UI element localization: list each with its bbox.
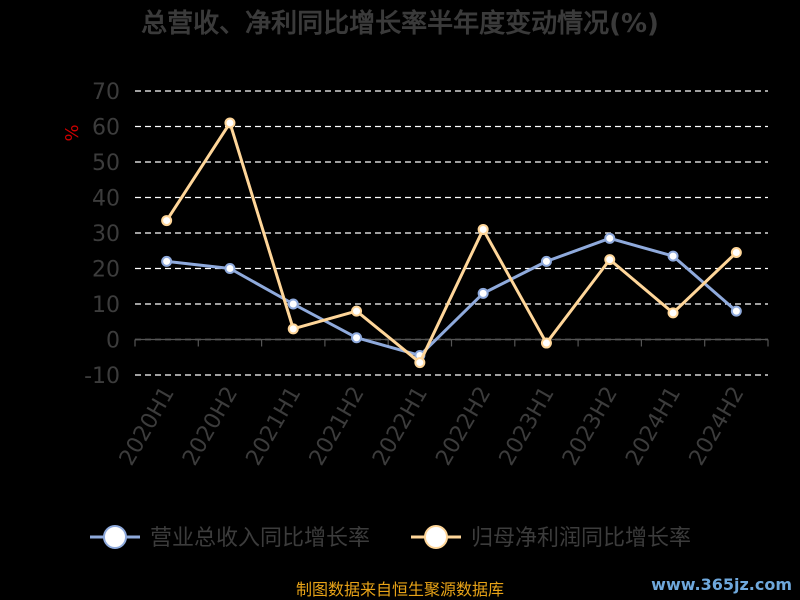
- x-tick-label: 2024H2: [685, 383, 750, 470]
- legend-label: 归母净利润同比增长率: [471, 526, 691, 551]
- y-tick-label: 60: [92, 116, 120, 141]
- legend-marker: [103, 525, 127, 549]
- data-point: [477, 287, 489, 299]
- data-point: [161, 215, 173, 227]
- x-tick-label: 2021H2: [305, 383, 370, 470]
- y-tick-label: 30: [92, 222, 120, 247]
- y-tick-label: 10: [92, 293, 120, 318]
- x-tick-label: 2020H2: [178, 383, 243, 470]
- data-point: [540, 255, 552, 267]
- data-point: [414, 357, 426, 369]
- legend-label: 营业总收入同比增长率: [150, 526, 370, 551]
- chart-title: 总营收、净利同比增长率半年度变动情况(%): [141, 8, 659, 39]
- data-point: [224, 117, 236, 129]
- data-point: [287, 298, 299, 310]
- data-point: [161, 255, 173, 267]
- x-axis: 2020H12020H22021H12021H22022H12022H22023…: [115, 338, 769, 470]
- x-tick-label: 2024H1: [621, 383, 686, 470]
- y-tick-label: -10: [84, 364, 120, 389]
- data-point: [667, 250, 679, 262]
- y-tick-label: 40: [92, 187, 120, 212]
- watermark: www.365jz.com: [651, 575, 792, 594]
- x-tick-label: 2023H2: [558, 383, 623, 470]
- y-tick-label: 0: [106, 329, 120, 354]
- x-tick-label: 2022H2: [431, 383, 496, 470]
- x-tick-label: 2020H1: [115, 383, 180, 470]
- data-point: [477, 223, 489, 235]
- y-axis-label: %: [62, 124, 83, 141]
- data-point: [667, 307, 679, 319]
- data-point: [730, 305, 742, 317]
- y-tick-labels: 70 60 50 40 30 20 10 0 -10: [84, 80, 120, 389]
- x-tick-label: 2023H1: [495, 383, 560, 470]
- x-tick-label: 2022H1: [368, 382, 433, 469]
- data-point: [224, 263, 236, 274]
- y-tick-label: 70: [92, 80, 120, 105]
- data-point: [351, 305, 363, 317]
- series-line-2: [165, 121, 738, 365]
- legend: 营业总收入同比增长率 归母净利润同比增长率: [90, 525, 691, 551]
- y-tick-label: 20: [92, 258, 120, 283]
- data-point: [287, 323, 299, 335]
- data-point: [540, 337, 552, 349]
- y-tick-label: 50: [92, 151, 120, 176]
- data-point: [730, 247, 742, 259]
- x-tick-label: 2021H1: [242, 383, 307, 470]
- data-point: [351, 332, 363, 344]
- data-point: [604, 254, 616, 266]
- source-note: 制图数据来自恒生聚源数据库: [296, 580, 504, 599]
- series-line-1: [166, 236, 738, 357]
- legend-marker: [424, 525, 448, 549]
- data-point: [604, 232, 616, 244]
- gridlines: [135, 90, 768, 376]
- series-lines: [161, 117, 742, 369]
